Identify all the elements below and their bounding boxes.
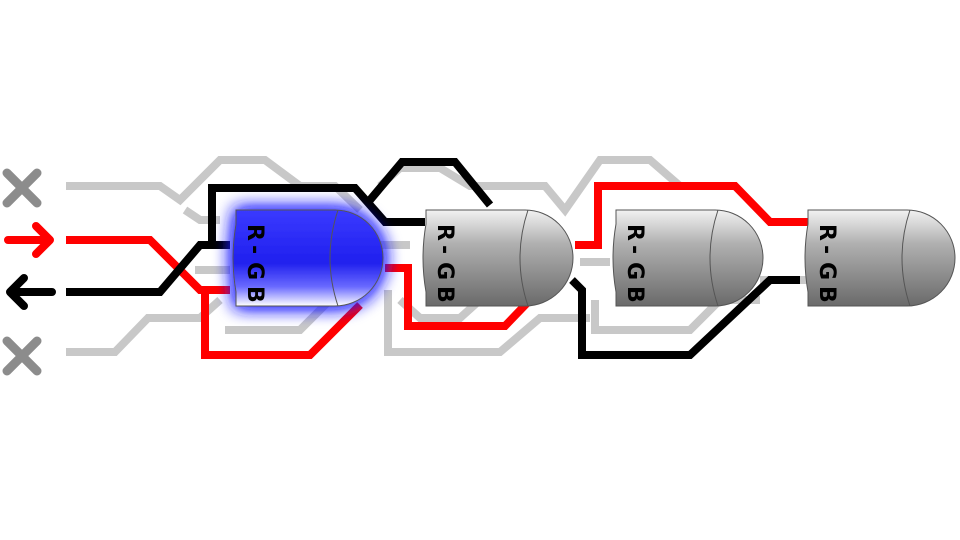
gate-label-dash: - bbox=[242, 245, 267, 254]
gate-body bbox=[804, 209, 956, 307]
x-icon[interactable] bbox=[2, 168, 42, 208]
wire-red-input bbox=[66, 236, 230, 294]
black-wires bbox=[66, 158, 800, 359]
gate-label-r: R bbox=[814, 224, 839, 241]
wire-black-loop-1 bbox=[208, 184, 425, 245]
gate-divider bbox=[519, 209, 529, 307]
gate-label-b: B bbox=[814, 286, 839, 303]
gate-body bbox=[232, 209, 384, 307]
gate-label-g: G bbox=[242, 262, 267, 280]
gate-body bbox=[422, 209, 574, 307]
arrow-left-icon[interactable] bbox=[6, 274, 56, 310]
gate-label-r: R bbox=[432, 224, 457, 241]
wire-gray-bottom-3 bbox=[384, 290, 590, 356]
wire-red-loop-2 bbox=[385, 264, 533, 330]
gate-label-g: G bbox=[622, 262, 647, 280]
red-wires bbox=[66, 182, 810, 359]
wire-gray-top-2 bbox=[377, 156, 720, 217]
wire-black-loop-2 bbox=[366, 158, 494, 208]
gate-label-dash: - bbox=[432, 245, 457, 254]
rgb-gate-1[interactable]: R - G B bbox=[232, 209, 384, 307]
gate-divider bbox=[709, 209, 719, 307]
arrow-right-icon[interactable] bbox=[4, 222, 54, 258]
wire-gray-bottom-1 bbox=[66, 297, 223, 356]
gate-label-r: R bbox=[622, 224, 647, 241]
gate-divider bbox=[329, 209, 339, 307]
wire-black-loop-3 bbox=[569, 276, 800, 359]
gate-label-g: G bbox=[432, 262, 457, 280]
wire-red-loop-3 bbox=[575, 182, 810, 249]
gate-label-r: R bbox=[242, 224, 267, 241]
gate-label-b: B bbox=[622, 286, 647, 303]
rgb-gate-4[interactable]: R - G B bbox=[804, 209, 956, 307]
gate-label-b: B bbox=[242, 286, 267, 303]
gate-label-b: B bbox=[432, 286, 457, 303]
gate-label-g: G bbox=[814, 262, 839, 280]
gate-label-dash: - bbox=[622, 245, 647, 254]
gate-body bbox=[612, 209, 764, 307]
rgb-gate-3[interactable]: R - G B bbox=[612, 209, 764, 307]
rgb-gate-2[interactable]: R - G B bbox=[422, 209, 574, 307]
x-icon[interactable] bbox=[2, 336, 42, 376]
wire-red-loop-1 bbox=[201, 290, 363, 359]
gate-divider bbox=[901, 209, 911, 307]
io-markers bbox=[2, 168, 56, 376]
gate-label-dash: - bbox=[814, 245, 839, 254]
